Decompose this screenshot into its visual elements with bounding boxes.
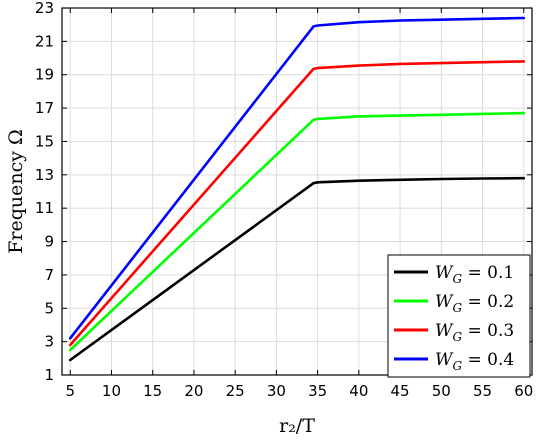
series-line-2 (68, 111, 526, 352)
y-axis-title: Frequency Ω (5, 129, 27, 254)
y-tick-label: 23 (35, 0, 54, 17)
y-tick-label: 19 (35, 66, 54, 84)
plot-frame (61, 7, 533, 376)
legend-box (387, 254, 531, 378)
series-line-3 (68, 60, 526, 347)
x-tick-label: 25 (226, 382, 245, 400)
legend: WG = 0.1 WG = 0.2 WG = 0.3 WG = 0.4 (387, 254, 531, 378)
legend-label: WG = 0.4 (435, 350, 514, 373)
y-tick-label: 1 (44, 366, 54, 384)
x-tick-label: 50 (432, 382, 451, 400)
x-tick-label: 35 (308, 382, 327, 400)
y-tick-label: 11 (35, 199, 54, 217)
y-tick-label: 13 (35, 166, 54, 184)
y-tick-label: 5 (44, 299, 54, 317)
legend-label: WG = 0.2 (435, 292, 514, 315)
x-tick-label: 20 (184, 382, 203, 400)
x-tick-label: 10 (102, 382, 121, 400)
x-tick-label: 55 (473, 382, 492, 400)
x-axis-title: r₂/T (279, 415, 315, 437)
x-tick-label: 15 (143, 382, 162, 400)
series-layer (68, 16, 526, 362)
series-line-4 (68, 16, 526, 340)
x-tick-label: 45 (391, 382, 410, 400)
y-tick-label: 17 (35, 99, 54, 117)
x-tick-label: 60 (514, 382, 533, 400)
y-tick-label: 7 (44, 266, 54, 284)
series-line-1 (68, 176, 526, 362)
y-tick-label: 9 (44, 233, 54, 251)
ticks: 5 10 15 20 25 30 35 40 45 50 55 6013579111315171921… (35, 0, 533, 400)
x-tick-label: 30 (267, 382, 286, 400)
legend-label: WG = 0.1 (435, 263, 514, 286)
legend-label: WG = 0.3 (435, 321, 514, 344)
y-tick-label: 3 (44, 333, 54, 351)
y-tick-label: 15 (35, 132, 54, 150)
x-tick-label: 40 (349, 382, 368, 400)
x-tick-label: 5 (65, 382, 75, 400)
y-tick-label: 21 (35, 32, 54, 50)
